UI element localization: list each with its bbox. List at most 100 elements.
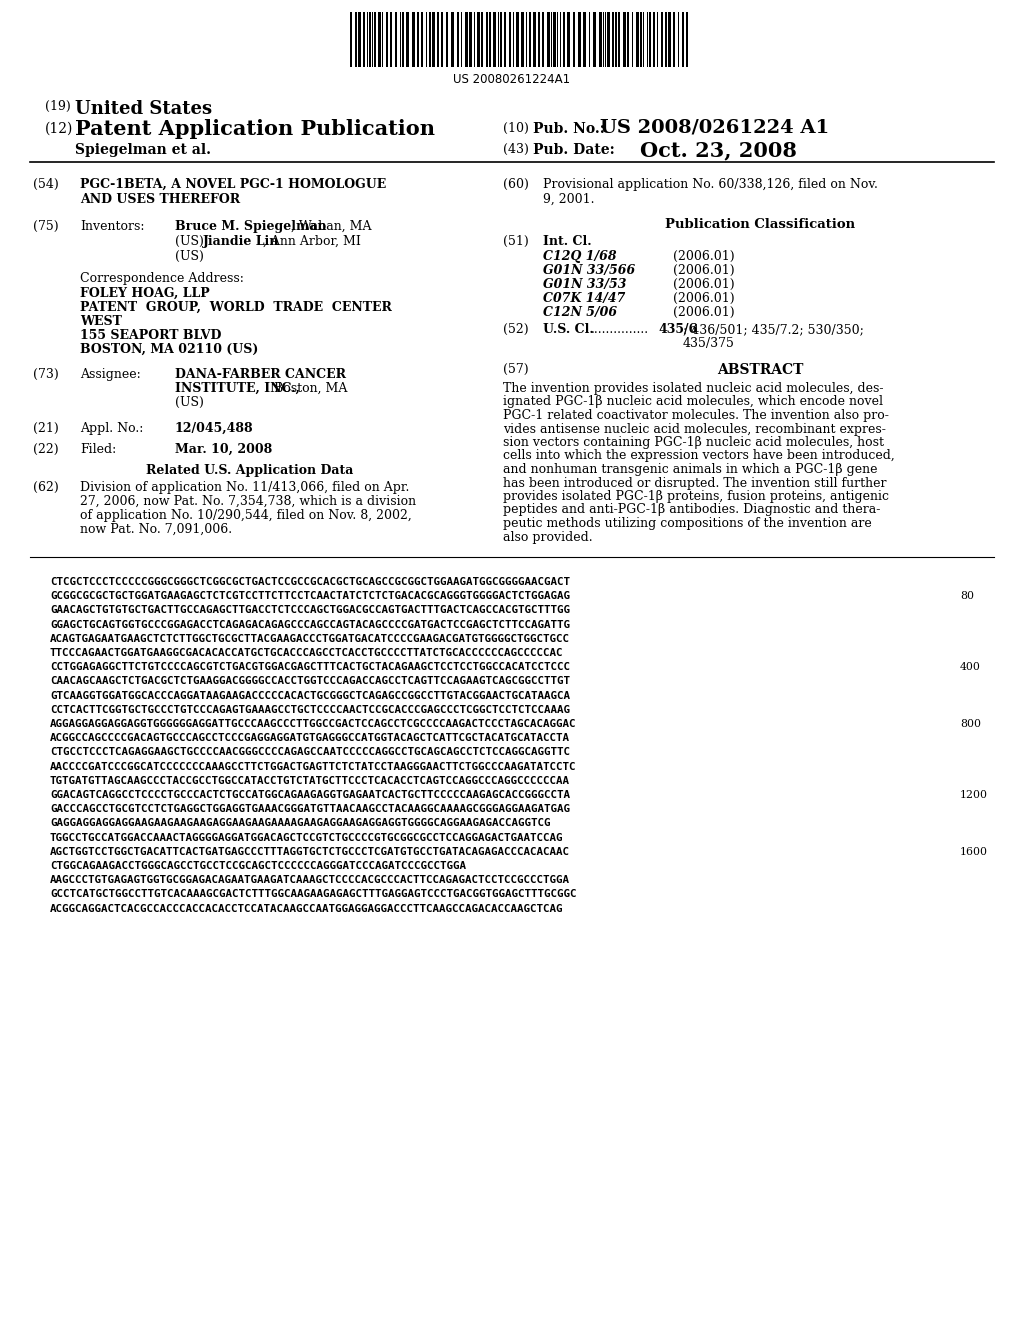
Text: Related U.S. Application Data: Related U.S. Application Data [146,465,353,477]
Text: DANA-FARBER CANCER: DANA-FARBER CANCER [175,368,346,381]
Text: CCTGGAGAGGCTTCTGTCCCCAGCGTCTGACGTGGACGAGCTTTCACTGCTACAGAAGCTCCTCCTGGCCACATCCTCCC: CCTGGAGAGGCTTCTGTCCCCAGCGTCTGACGTGGACGAG… [50,663,570,672]
Text: 155 SEAPORT BLVD: 155 SEAPORT BLVD [80,329,221,342]
Text: GGACAGTCAGGCCTCCCCTGCCCACTCTGCCATGGCAGAAGAGGTGAGAATCACTGCTTCCCCCAAGAGCACCGGGCCTA: GGACAGTCAGGCCTCCCCTGCCCACTCTGCCATGGCAGAA… [50,789,570,800]
Bar [402,12,403,67]
Text: GAACAGCTGTGTGCTGACTTGCCAGAGCTTGACCTCTCCCAGCTGGACGCCAGTGACTTTGACTCAGCCACGTGCTTTGG: GAACAGCTGTGTGCTGACTTGCCAGAGCTTGACCTCTCCC… [50,606,570,615]
Bar [573,12,574,67]
Text: Publication Classification: Publication Classification [665,218,855,231]
Text: ACAGTGAGAATGAAGCTCTCTTGGCTGCGCTTACGAAGACCCTGGATGACATCCCCGAAGACGATGTGGGGCTGGCTGCC: ACAGTGAGAATGAAGCTCTCTTGGCTGCGCTTACGAAGAC… [50,634,570,644]
Text: AGCTGGTCCTGGCTGACATTCACTGATGAGCCCTTTAGGTGCTCTGCCCTCGATGTGCCTGATACAGAGACCCACACAAC: AGCTGGTCCTGGCTGACATTCACTGATGAGCCCTTTAGGT… [50,847,570,857]
Text: Oct. 23, 2008: Oct. 23, 2008 [640,140,797,160]
Bar [469,12,472,67]
Text: GACCCAGCCTGCGTCCTCTGAGGCTGGAGGTGAAACGGGATGTTAACAAGCCTACAAGGCAAAAGCGGGAGGAAGATGAG: GACCCAGCCTGCGTCCTCTGAGGCTGGAGGTGAAACGGGA… [50,804,570,814]
Text: AND USES THEREFOR: AND USES THEREFOR [80,193,240,206]
Text: has been introduced or disrupted. The invention still further: has been introduced or disrupted. The in… [503,477,887,490]
Text: G01N 33/53: G01N 33/53 [543,279,627,290]
Text: (57): (57) [503,363,528,376]
Bar [539,12,540,67]
Text: 435/6: 435/6 [658,323,697,337]
Text: 1200: 1200 [961,789,988,800]
Text: now Pat. No. 7,091,006.: now Pat. No. 7,091,006. [80,523,232,536]
Bar [395,12,397,67]
Bar [578,12,581,67]
Bar [660,12,663,67]
Text: (73): (73) [33,368,58,381]
Bar [509,12,511,67]
Bar [627,12,629,67]
Text: (51): (51) [503,235,528,248]
Text: CCTCACTTCGGTGCTGCCCTGTCCCAGAGTGAAAGCCTGCTCCCCAACTCCGCACCCGAGCCCTCGGCTCCTCTCCAAAG: CCTCACTTCGGTGCTGCCCTGTCCCAGAGTGAAAGCCTGC… [50,705,570,715]
Bar [465,12,468,67]
Text: vides antisense nucleic acid molecules, recombinant expres-: vides antisense nucleic acid molecules, … [503,422,886,436]
Text: 80: 80 [961,591,974,601]
Text: (22): (22) [33,444,58,455]
Bar [563,12,564,67]
Text: Boston, MA: Boston, MA [270,381,347,395]
Text: INSTITUTE, INC.,: INSTITUTE, INC., [175,381,300,395]
Text: GCCTCATGCTGGCCTTGTCACAAAGCGACTCTTTGGCAAGAAGAGAGCTTTGAGGAGTCCCTGACGGTGGAGCTTTGCGG: GCCTCATGCTGGCCTTGTCACAAAGCGACTCTTTGGCAAG… [50,890,577,899]
Text: (60): (60) [503,178,528,191]
Bar [437,12,439,67]
Bar [355,12,357,67]
Bar [379,12,382,67]
Bar [358,12,361,67]
Text: 435/375: 435/375 [683,337,735,350]
Text: PGC-1BETA, A NOVEL PGC-1 HOMOLOGUE: PGC-1BETA, A NOVEL PGC-1 HOMOLOGUE [80,178,386,191]
Text: Spiegelman et al.: Spiegelman et al. [75,143,211,157]
Bar [643,12,644,67]
Bar [528,12,531,67]
Text: 12/045,488: 12/045,488 [175,422,254,436]
Bar [640,12,642,67]
Bar [668,12,671,67]
Text: (US): (US) [175,249,204,263]
Text: Mar. 10, 2008: Mar. 10, 2008 [175,444,272,455]
Text: (10): (10) [503,121,528,135]
Text: Provisional application No. 60/338,126, filed on Nov.: Provisional application No. 60/338,126, … [543,178,878,191]
Text: 400: 400 [961,663,981,672]
Text: 27, 2006, now Pat. No. 7,354,738, which is a division: 27, 2006, now Pat. No. 7,354,738, which … [80,495,416,508]
Text: US 2008/0261224 A1: US 2008/0261224 A1 [600,119,829,137]
Bar [516,12,519,67]
Text: Jiandie Lin: Jiandie Lin [203,235,280,248]
Text: GTCAAGGTGGATGGCACCCAGGATAAGAAGACCCCCACACTGCGGGCTCAGAGCCGGCCTTGTACGGAACTGCATAAGCA: GTCAAGGTGGATGGCACCCAGGATAAGAAGACCCCCACAC… [50,690,570,701]
Text: CAACAGCAAGCTCTGACGCTCTGAAGGACGGGGCCACCTGGTCCCAGACCAGCCTCAGTTCCAGAAGTCAGCGGCCTTGT: CAACAGCAAGCTCTGACGCTCTGAAGGACGGGGCCACCTG… [50,676,570,686]
Bar [441,12,442,67]
Text: , Waban, MA: , Waban, MA [291,220,372,234]
Bar [607,12,610,67]
Bar [370,12,371,67]
Bar [494,12,497,67]
Text: BOSTON, MA 02110 (US): BOSTON, MA 02110 (US) [80,343,258,356]
Text: ...............: ............... [591,323,649,337]
Text: 800: 800 [961,719,981,729]
Text: and nonhuman transgenic animals in which a PGC-1β gene: and nonhuman transgenic animals in which… [503,463,878,477]
Bar [599,12,602,67]
Bar [646,12,648,67]
Bar [457,12,460,67]
Bar [656,12,658,67]
Bar [500,12,503,67]
Text: TTCCCAGAACTGGATGAAGGCGACACACCATGCTGCACCCAGCCTCACCTGCCCCTTATCTGCACCCCCCAGCCCCCAC: TTCCCAGAACTGGATGAAGGCGACACACCATGCTGCACCC… [50,648,563,657]
Bar [432,12,435,67]
Bar [636,12,639,67]
Bar [686,12,688,67]
Bar [386,12,388,67]
Bar [682,12,683,67]
Text: AAGCCCTGTGAGAGTGGTGCGGAGACAGAATGAAGATCAAAGCTCCCCACGCCCACTTCCAGAGACTCCTCCGCCCTGGA: AAGCCCTGTGAGAGTGGTGCGGAGACAGAATGAAGATCAA… [50,875,570,886]
Text: 9, 2001.: 9, 2001. [543,193,595,206]
Text: (2006.01): (2006.01) [673,306,734,319]
Text: TGTGATGTTAGCAAGCCCTACCGCCTGGCCATACCTGTCTATGCTTCCCTCACACCTCAGTCCAGGCCCAGGCCCCCCAA: TGTGATGTTAGCAAGCCCTACCGCCTGGCCATACCTGTCT… [50,776,570,785]
Text: ABSTRACT: ABSTRACT [717,363,803,378]
Bar [489,12,490,67]
Bar [567,12,570,67]
Text: GAGGAGGAGGAGGAAGAAGAAGAAGAGGAAGAAGAAAAGAAGAGGAAGAGGAGGTGGGGCAGGAAGAGACCAGGTCG: GAGGAGGAGGAGGAAGAAGAAGAAGAGGAAGAAGAAAAGA… [50,818,551,829]
Text: (75): (75) [33,220,58,234]
Bar [481,12,482,67]
Text: GCGGCGCGCTGCTGGATGAAGAGCTCTCGTCCTTCTTCCTCAACTATCTCTCTGACACGCAGGGTGGGGACTCTGGAGAG: GCGGCGCGCTGCTGGATGAAGAGCTCTCGTCCTTCTTCCT… [50,591,570,601]
Bar [350,12,352,67]
Text: PGC-1 related coactivator molecules. The invention also pro-: PGC-1 related coactivator molecules. The… [503,409,889,422]
Bar [632,12,633,67]
Bar [615,12,616,67]
Bar [451,12,454,67]
Bar [557,12,558,67]
Text: peutic methods utilizing compositions of the invention are: peutic methods utilizing compositions of… [503,517,871,531]
